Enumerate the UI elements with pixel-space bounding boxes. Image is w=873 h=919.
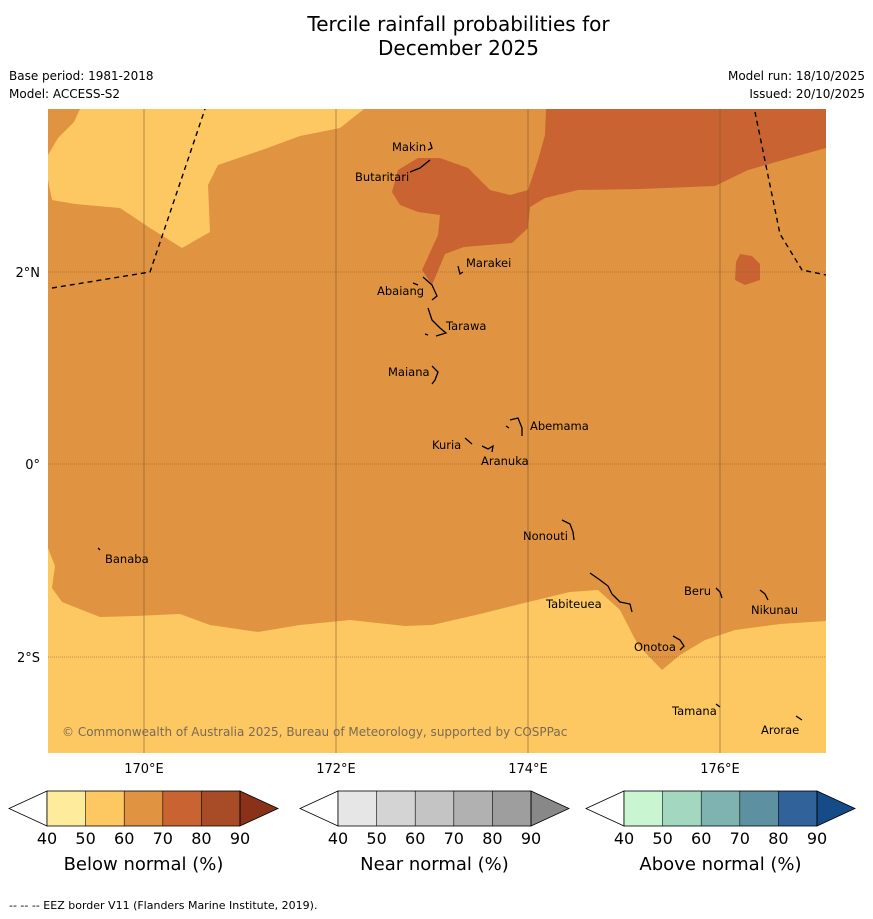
island-label-onotoa: Onotoa [634,640,676,654]
island-label-banaba: Banaba [105,552,149,566]
colorbar-3-segment-3 [701,791,740,826]
region-below-60-70 [48,109,826,670]
colorbar-1-tick-label: 90 [230,829,250,848]
colorbar-1-segment-1 [47,791,86,826]
colorbar-3-tick-label: 80 [768,829,788,848]
island-label-arorae: Arorae [761,723,799,737]
map-title: Tercile rainfall probabilities for Decem… [0,12,873,60]
copyright-notice: © Commonwealth of Australia 2025, Bureau… [62,725,567,739]
meta-left: Base period: 1981-2018 Model: ACCESS-S2 [9,67,154,103]
colorbar-2-tick-label: 50 [366,829,386,848]
colorbar-2-title: Near normal (%) [360,854,509,875]
island-label-aranuka: Aranuka [481,454,529,468]
meta-right: Model run: 18/10/2025 Issued: 20/10/2025 [728,67,865,103]
issued-date: Issued: 20/10/2025 [749,87,865,101]
colorbar-2: 40 50 60 70 80 90 Near normal (%) [299,790,570,875]
colorbar-3-tick-label: 90 [807,829,827,848]
island-label-kuria: Kuria [432,438,461,452]
lon-label-176e: 176°E [700,762,740,777]
title-line-2: December 2025 [378,36,539,60]
map-area[interactable]: Makin Butaritari Marakei Abaiang Tarawa … [48,109,826,753]
colorbar-3-tick-label: 50 [652,829,672,848]
colorbar-2-tick-label: 40 [328,829,348,848]
island-label-tarawa: Tarawa [445,319,486,333]
region-below-60-70-topleft [48,109,80,155]
island-label-maiana: Maiana [388,365,430,379]
colorbar-1-tick-label: 70 [153,829,173,848]
base-period: Base period: 1981-2018 [9,69,154,83]
region-below-70-80-east [735,254,760,285]
colorbar-3-frame [623,790,818,827]
colorbar-1-high-extend [239,790,279,827]
island-label-marakei: Marakei [466,256,511,270]
colorbar-1-tick-label: 40 [37,829,57,848]
colorbar-3-high-extend [816,790,856,827]
colorbar-2-high-extend [530,790,570,827]
colorbar-1-tick-label: 80 [191,829,211,848]
colorbar-1-title: Below normal (%) [64,854,224,875]
colorbar-2-tick-label: 90 [521,829,541,848]
colorbar-1-segment-5 [201,791,240,826]
island-label-tamana: Tamana [671,704,717,718]
colorbar-1-low-extend [8,790,48,827]
island-label-makin: Makin [392,140,426,154]
island-label-nonouti: Nonouti [523,529,568,543]
colorbar-2-segment-3 [415,791,454,826]
colorbar-1-segment-4 [162,791,202,826]
gridlines [48,109,826,753]
model-name: Model: ACCESS-S2 [9,87,121,101]
island-outlines [97,141,803,721]
colorbar-2-frame [337,790,532,827]
colorbar-2-segment-5 [492,791,531,826]
lon-label-170e: 170°E [124,762,164,777]
lat-label-2n: 2°N [16,266,41,281]
colorbar-3-title: Above normal (%) [639,854,801,875]
colorbar-3-segment-5 [778,791,817,826]
region-below-70-80-north [392,109,826,285]
island-label-nikunau: Nikunau [751,603,798,617]
colorbar-1-frame [46,790,241,827]
model-run: Model run: 18/10/2025 [727,69,865,83]
colorbar-3: 40 50 60 70 80 90 Above normal (%) [585,790,856,875]
colorbar-3-tick-label: 60 [691,829,711,848]
colorbar-group: 40 50 60 70 80 90 Below normal (%) 40 50 60 70 80 90… [8,790,856,875]
colorbar-3-segment-4 [739,791,779,826]
colorbar-1-tick-label: 60 [114,829,134,848]
colorbar-2-tick-label: 70 [444,829,464,848]
island-label-tabiteuea: Tabiteuea [545,597,602,611]
lon-label-172e: 172°E [316,762,356,777]
lat-label-2s: 2°S [17,651,40,666]
colorbar-1-segment-2 [85,791,125,826]
colorbar-2-segment-4 [453,791,493,826]
colorbar-1-tick-label: 50 [75,829,95,848]
eez-border [51,109,826,289]
colorbar-1-segment-3 [124,791,163,826]
lon-label-174e: 174°E [508,762,548,777]
colorbar-3-segment-1 [624,791,663,826]
colorbar-3-segment-2 [662,791,702,826]
island-label-abaiang: Abaiang [377,284,424,298]
island-label-butaritari: Butaritari [355,170,409,184]
colorbar-3-tick-label: 40 [614,829,634,848]
colorbar-2-segment-1 [338,791,377,826]
island-label-abemama: Abemama [530,419,589,433]
colorbar-2-tick-label: 60 [405,829,425,848]
title-line-1: Tercile rainfall probabilities for [307,12,610,36]
eez-footnote: -- -- -- EEZ border V11 (Flanders Marine… [9,899,318,912]
colorbar-3-tick-label: 70 [730,829,750,848]
colorbar-2-tick-label: 80 [482,829,502,848]
lat-label-0: 0° [25,458,40,473]
colorbar-2-low-extend [299,790,339,827]
colorbar-2-segment-2 [376,791,416,826]
colorbar-1: 40 50 60 70 80 90 Below normal (%) [8,790,279,875]
colorbar-3-low-extend [585,790,625,827]
island-label-beru: Beru [684,584,711,598]
